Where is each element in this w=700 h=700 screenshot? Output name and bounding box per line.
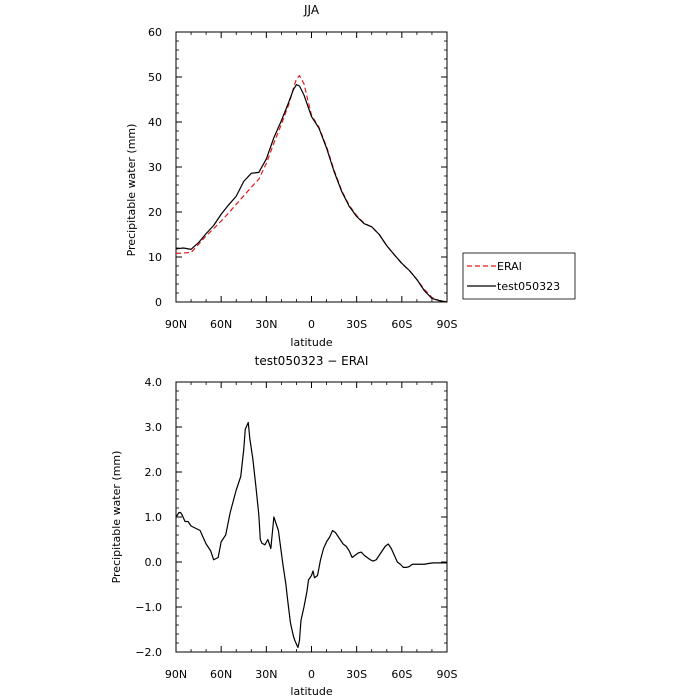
legend-label-test050323: test050323 xyxy=(497,280,560,293)
legend-box xyxy=(462,252,576,300)
top-x-tick-label: 0 xyxy=(308,318,315,331)
bottom-y-tick-label: 2.0 xyxy=(145,466,163,479)
bottom-y-tick-label: 3.0 xyxy=(145,421,163,434)
top-y-tick-label: 0 xyxy=(155,296,162,309)
top-plot-frame xyxy=(175,31,448,303)
legend: ERAI test050323 xyxy=(462,252,576,300)
top-y-tick-label: 50 xyxy=(148,71,162,84)
top-series-line-test050323 xyxy=(175,84,448,303)
top-y-tick-label: 20 xyxy=(148,206,162,219)
bottom-y-tick-label: 4.0 xyxy=(145,376,163,389)
bottom-x-tick-label: 30N xyxy=(255,668,277,681)
bottom-y-tick-label: 1.0 xyxy=(145,511,163,524)
bottom-x-tick-label: 60N xyxy=(210,668,232,681)
top-x-tick-label: 60N xyxy=(210,318,232,331)
top-x-tick-label: 90S xyxy=(437,318,458,331)
bottom-x-tick-label: 30S xyxy=(346,668,367,681)
panel-top: JJA 0 10 20 30 40 50 60 90N 60N 30N 0 30S 60S 90S lat… xyxy=(125,3,576,349)
top-plot-area: 0 10 20 30 40 50 60 90N 60N 30N 0 30S 60S 90S xyxy=(148,26,458,331)
bottom-y-tick-label: −1.0 xyxy=(135,601,162,614)
top-x-tick-label: 30S xyxy=(346,318,367,331)
top-y-tick-label: 60 xyxy=(148,26,162,39)
bottom-plot-area: −2.0 −1.0 0.0 1.0 2.0 3.0 4.0 90N 60N 30N 0 30S 60S 9… xyxy=(135,376,457,681)
top-chart-title: JJA xyxy=(303,3,320,17)
bottom-series-line-test050323 xyxy=(175,421,447,649)
bottom-x-tick-label: 60S xyxy=(391,668,412,681)
bottom-plot-frame xyxy=(175,381,448,653)
bottom-y-tick-label: −2.0 xyxy=(135,646,162,659)
bottom-y-axis-label: Precipitable water (mm) xyxy=(110,451,123,584)
bottom-y-tick-label: 0.0 xyxy=(145,556,163,569)
legend-label-erai: ERAI xyxy=(497,260,522,273)
top-y-tick-label: 40 xyxy=(148,116,162,129)
top-y-axis-label: Precipitable water (mm) xyxy=(125,124,138,257)
bottom-x-tick-label: 90N xyxy=(165,668,187,681)
top-y-tick-label: 30 xyxy=(148,161,162,174)
top-y-tick-label: 10 xyxy=(148,251,162,264)
top-x-tick-label: 30N xyxy=(255,318,277,331)
bottom-chart-title: test050323 − ERAI xyxy=(255,354,369,368)
bottom-x-tick-label: 0 xyxy=(308,668,315,681)
top-x-tick-label: 90N xyxy=(165,318,187,331)
bottom-x-axis-label: latitude xyxy=(290,685,332,698)
top-x-tick-label: 60S xyxy=(391,318,412,331)
panel-bottom: test050323 − ERAI −2.0 −1.0 0.0 1.0 2.0 3.0 4.… xyxy=(110,354,458,698)
bottom-x-tick-label: 90S xyxy=(437,668,458,681)
top-x-axis-label: latitude xyxy=(290,336,332,349)
